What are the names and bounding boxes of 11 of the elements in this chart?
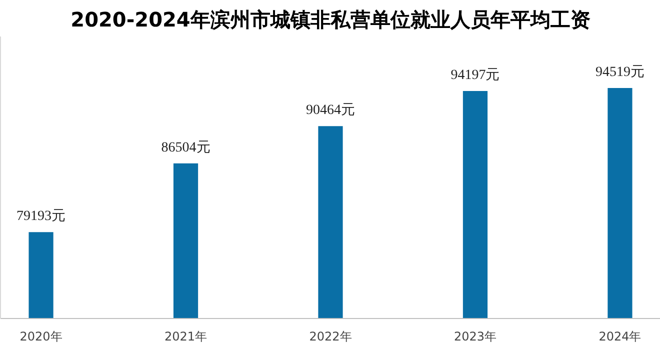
data-label: 79193元 [16,209,66,224]
data-label: 94519元 [595,65,644,80]
x-tick-label: 2024年 [598,330,642,344]
x-tick-label: 2022年 [309,330,352,344]
x-tick-label: 2021年 [164,330,208,344]
x-tick-label: 2023年 [454,330,497,344]
data-label: 86504元 [161,140,210,156]
x-tick-label: 2020年 [20,330,62,344]
chart-title: 2020-2024年滨州市城镇非私营单位就业人员年平均工资 [70,8,590,32]
data-label: 94197元 [450,68,500,84]
data-label: 90464元 [306,103,355,118]
